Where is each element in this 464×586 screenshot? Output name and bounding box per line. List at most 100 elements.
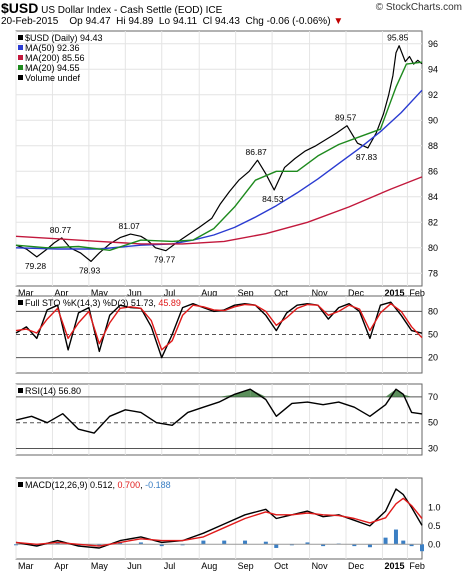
- price-y-tick-label: 82: [428, 217, 438, 227]
- rsi-y-tick-label: 30: [428, 444, 438, 454]
- x-tick-label: Mar: [18, 288, 34, 298]
- macd-histogram-bar: [393, 529, 398, 545]
- price-legend-text: $USD (Daily) 94.43: [25, 33, 103, 43]
- x-tick-label: Aug: [201, 288, 217, 298]
- x-tick-label: Jun: [127, 288, 142, 298]
- x-tick-label: Mar: [18, 561, 34, 571]
- price-y-tick-label: 78: [428, 268, 438, 278]
- rsi-overbought-fill: [385, 389, 396, 397]
- macd-histogram-bar: [222, 540, 227, 545]
- series-line--usd-daily-: [15, 45, 423, 262]
- price-annotation: 80.77: [50, 225, 72, 235]
- price-y-tick-label: 84: [428, 192, 438, 202]
- x-tick-label: Dec: [348, 288, 365, 298]
- price-legend-text: MA(200) 85.56: [25, 53, 85, 63]
- x-tick-label: 2015: [384, 288, 404, 298]
- price-annotation: 86.87: [246, 147, 268, 157]
- sto-y-tick-label: 80: [428, 306, 438, 316]
- macd-y-tick-label: 0.0: [428, 539, 441, 549]
- rsi-y-tick-label: 50: [428, 418, 438, 428]
- x-tick-label: Oct: [274, 561, 289, 571]
- price-annotation: 84.53: [262, 194, 284, 204]
- series-line--d: [15, 303, 423, 351]
- x-tick-label: Nov: [312, 561, 329, 571]
- price-annotation: 79.77: [154, 255, 176, 265]
- series-line-ma-50-: [15, 89, 423, 250]
- x-tick-label: Apr: [54, 288, 68, 298]
- macd-histogram-bar: [263, 541, 268, 545]
- macd-histogram-bar: [367, 544, 372, 548]
- ohlc-bar: 20-Feb-2015 Op 94.47 Hi 94.89 Lo 94.11 C…: [1, 16, 343, 27]
- x-tick-label: Apr: [54, 561, 68, 571]
- price-annotation: 79.28: [25, 261, 47, 271]
- open-value: Op 94.47: [69, 16, 111, 27]
- sto-y-tick-label: 20: [428, 353, 438, 363]
- macd-legend-text: MACD(12,26,9) 0.512, 0.700, -0.188: [25, 480, 171, 490]
- price-y-tick-label: 88: [428, 141, 438, 151]
- macd-histogram-bar: [243, 540, 248, 545]
- price-legend-swatch: [18, 35, 23, 40]
- title-label: US Dollar Index - Cash Settle (EOD): [41, 5, 203, 16]
- price-legend-swatch: [18, 45, 23, 50]
- x-tick-label: Jul: [164, 561, 176, 571]
- rsi-y-tick-label: 70: [428, 392, 438, 402]
- price-panel-frame: [15, 30, 423, 287]
- macd-histogram-bar: [321, 544, 326, 547]
- price-y-tick-label: 96: [428, 39, 438, 49]
- down-arrow-icon: ▼: [333, 16, 344, 27]
- price-y-tick-label: 86: [428, 166, 438, 176]
- high-value: Hi 94.89: [116, 16, 154, 27]
- sto-legend-swatch: [18, 300, 23, 305]
- price-legend-swatch: [18, 75, 23, 80]
- macd-histogram-bar: [352, 544, 357, 547]
- price-annotation: 87.83: [356, 152, 378, 162]
- macd-histogram-bar: [401, 540, 406, 545]
- series-line-ma-200-: [15, 176, 423, 245]
- price-legend-swatch: [18, 55, 23, 60]
- rsi-legend-swatch: [18, 388, 23, 393]
- close-value: Cl 94.43: [202, 16, 240, 27]
- macd-legend-swatch: [18, 482, 23, 487]
- macd-histogram-bar: [420, 544, 424, 552]
- price-annotation: 95.85: [387, 33, 409, 43]
- sto-legend-text: Full STO %K(14,3) %D(3) 51.73, 45.89: [25, 298, 181, 308]
- series-line-signal: [15, 497, 423, 547]
- price-y-tick-label: 92: [428, 90, 438, 100]
- sto-legend-part: 45.89: [158, 298, 181, 308]
- sto-legend-part: Full STO %K(14,3) %D(3): [25, 298, 131, 308]
- watermark: © StockCharts.com: [375, 2, 462, 13]
- x-tick-label: Oct: [274, 288, 289, 298]
- macd-y-tick-label: 0.5: [428, 521, 441, 531]
- rsi-legend-text: RSI(14) 56.80: [25, 386, 81, 396]
- x-tick-label: Dec: [348, 561, 365, 571]
- macd-histogram-bar: [34, 544, 39, 547]
- series-line-macd: [15, 488, 423, 549]
- low-value: Lo 94.11: [158, 16, 198, 27]
- x-tick-label: Feb: [409, 561, 425, 571]
- macd-histogram-bar: [97, 544, 102, 547]
- x-tick-label: Jul: [164, 288, 176, 298]
- x-tick-label: Sep: [238, 561, 254, 571]
- macd-histogram-bar: [55, 542, 60, 545]
- macd-histogram-bar: [409, 544, 414, 547]
- macd-histogram-bar: [118, 542, 123, 545]
- rsi-panel-frame: [15, 383, 423, 456]
- macd-histogram-bar: [201, 540, 206, 545]
- macd-histogram-bar: [159, 544, 164, 547]
- price-annotation: 89.57: [335, 113, 357, 123]
- x-tick-label: May: [91, 288, 109, 298]
- price-legend-swatch: [18, 65, 23, 70]
- change-value: Chg -0.06 (-0.06%): [245, 16, 331, 27]
- price-annotation: 81.07: [119, 221, 141, 231]
- macd-legend-part: MACD(12,26,9) 0.512,: [25, 480, 118, 490]
- x-tick-label: Nov: [312, 288, 329, 298]
- macd-panel-frame: [15, 477, 423, 560]
- x-tick-label: Feb: [409, 288, 425, 298]
- x-tick-label: Sep: [238, 288, 254, 298]
- macd-histogram-bar: [383, 537, 388, 545]
- macd-histogram-bar: [76, 544, 81, 547]
- x-tick-label: 2015: [384, 561, 404, 571]
- price-y-tick-label: 90: [428, 115, 438, 125]
- macd-histogram-bar: [138, 542, 143, 545]
